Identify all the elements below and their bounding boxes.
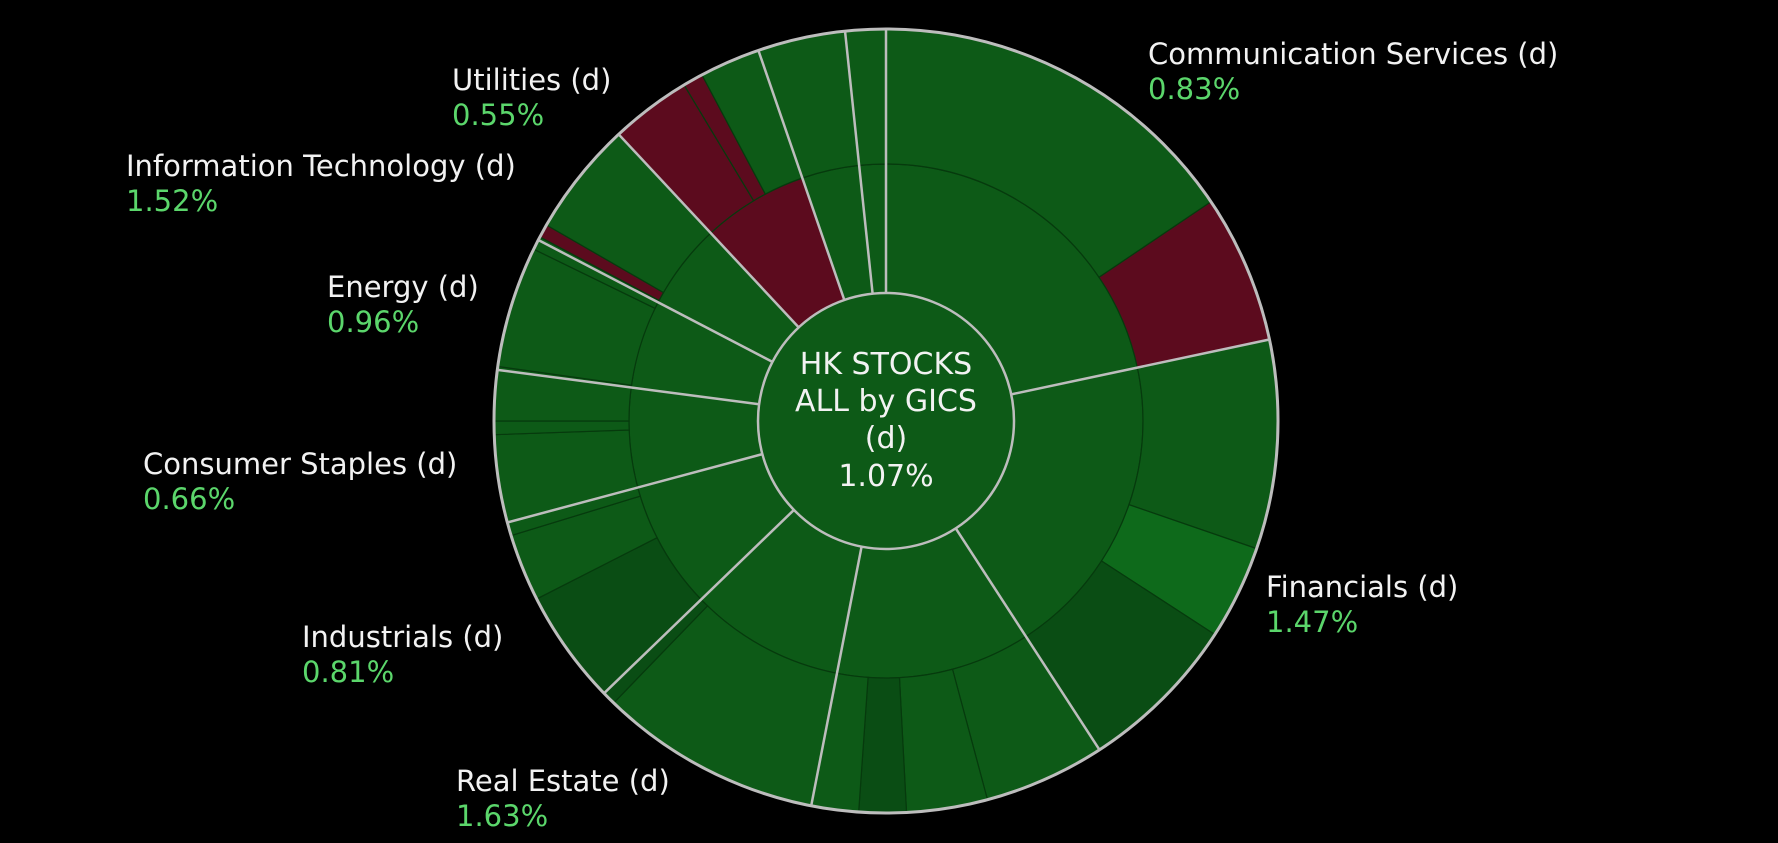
sector-divider	[757, 49, 846, 301]
sector-label-consumer-staples: Consumer Staples (d) 0.66%	[143, 447, 457, 516]
sector-divider	[809, 546, 863, 807]
sector-name: Financials (d)	[1266, 570, 1458, 604]
center-title-line1: HK STOCKS	[800, 347, 972, 382]
sector-label-industrials: Industrials (d) 0.81%	[302, 620, 503, 689]
sector-label-information-technology: Information Technology (d) 1.52%	[126, 149, 516, 218]
sector-name: Consumer Staples (d)	[143, 447, 457, 481]
center-title-line3: (d)	[865, 421, 907, 456]
sector-name: Real Estate (d)	[456, 764, 670, 798]
sector-value: 1.63%	[456, 799, 548, 833]
sector-label-communication-services: Communication Services (d) 0.83%	[1148, 37, 1558, 106]
sector-divider	[497, 368, 760, 406]
sector-name: Energy (d)	[327, 270, 479, 304]
sector-label-financials: Financials (d) 1.47%	[1266, 570, 1458, 639]
sector-label-energy: Energy (d) 0.96%	[327, 270, 479, 339]
sector-name: Utilities (d)	[452, 63, 611, 97]
sector-value: 0.81%	[302, 655, 394, 689]
sector-divider	[1010, 338, 1270, 396]
sector-name: Industrials (d)	[302, 620, 503, 654]
sector-value: 0.83%	[1148, 72, 1240, 106]
sector-divider	[843, 31, 874, 294]
center-label: HK STOCKS ALL by GICS (d) 1.07%	[795, 347, 977, 494]
sector-label-real-estate: Real Estate (d) 1.63%	[456, 764, 670, 833]
sector-label-utilities: Utilities (d) 0.55%	[452, 63, 611, 132]
sector-divider	[603, 509, 795, 695]
center-value: 1.07%	[838, 459, 933, 494]
sector-name: Information Technology (d)	[126, 149, 516, 183]
sector-value: 1.52%	[126, 184, 218, 218]
center-title-line2: ALL by GICS	[795, 384, 977, 419]
sector-value: 1.47%	[1266, 605, 1358, 639]
sector-value: 0.66%	[143, 482, 235, 516]
sector-value: 0.96%	[327, 305, 419, 339]
sector-divider	[507, 452, 763, 524]
sector-separators	[497, 29, 1270, 807]
sector-divider	[617, 133, 800, 329]
sector-name: Communication Services (d)	[1148, 37, 1558, 71]
sector-divider	[537, 238, 774, 364]
sector-value: 0.55%	[452, 98, 544, 132]
sunburst-rings	[492, 27, 1280, 815]
sector-divider	[954, 527, 1101, 751]
